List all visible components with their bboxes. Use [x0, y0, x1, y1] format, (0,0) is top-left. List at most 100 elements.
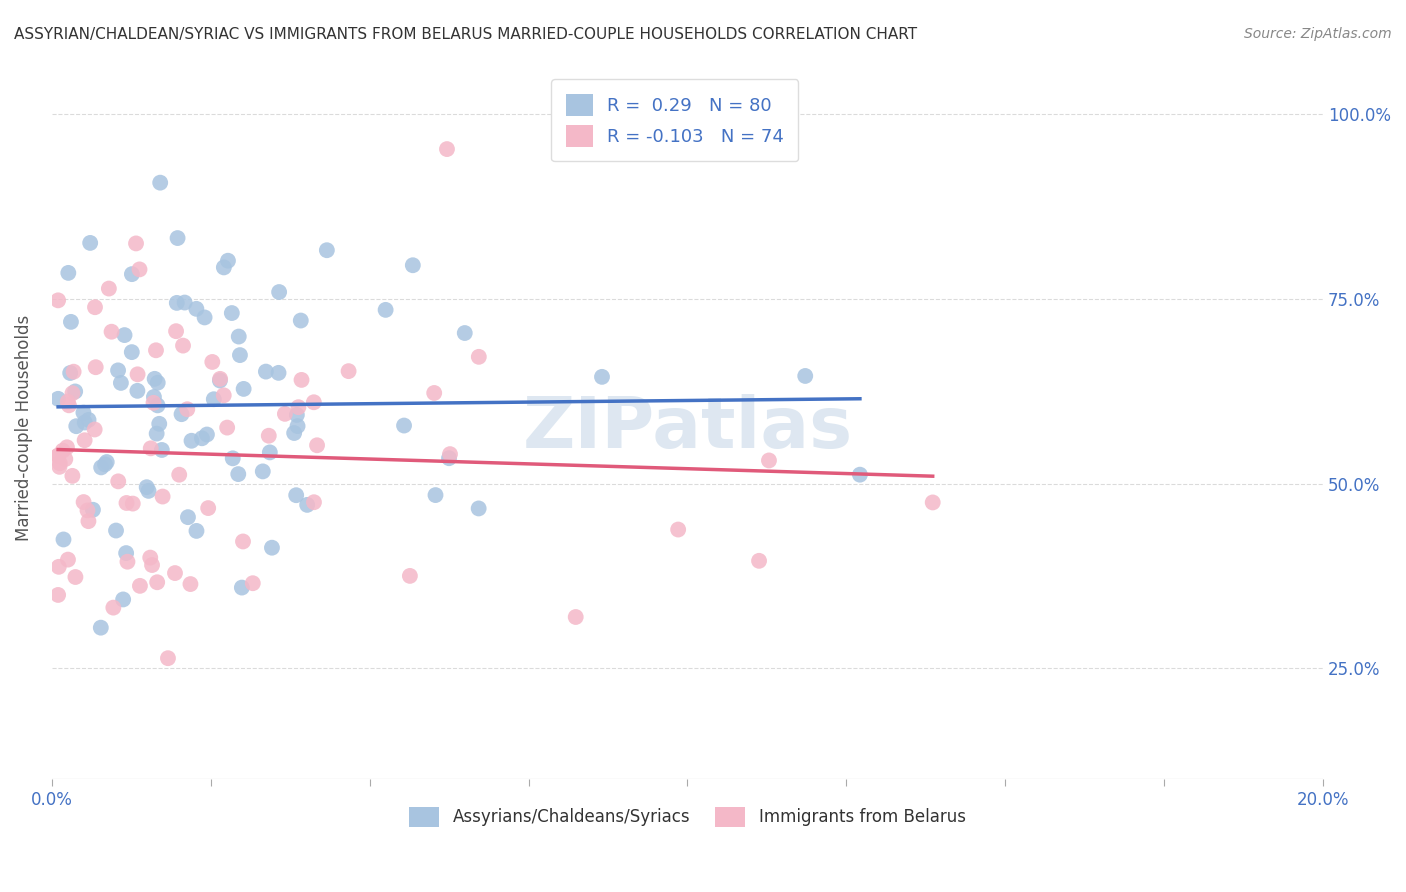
Point [287, 419, 309, 434]
Point [48, 559, 70, 574]
Point [307, 438, 329, 452]
Point [186, 301, 208, 316]
Point [141, 558, 163, 572]
Point [97, 281, 120, 295]
Point [135, 480, 157, 494]
Point [748, 554, 770, 568]
Point [167, 467, 190, 482]
Point [564, 610, 586, 624]
Point [437, 451, 460, 466]
Point [269, 285, 291, 299]
Point [121, 497, 143, 511]
Point [197, 501, 219, 516]
Point [209, 372, 232, 386]
Point [115, 496, 138, 510]
Point [425, 488, 447, 502]
Point [60, 468, 83, 483]
Y-axis label: Married-couple Households: Married-couple Households [15, 315, 32, 541]
Point [105, 524, 128, 538]
Point [65, 570, 87, 584]
Point [148, 417, 170, 431]
Point [125, 236, 148, 251]
Point [285, 488, 308, 502]
Point [146, 376, 169, 390]
Point [73, 434, 96, 448]
Point [337, 364, 360, 378]
Point [52, 443, 75, 458]
Point [138, 483, 160, 498]
Point [176, 402, 198, 417]
Point [191, 431, 214, 445]
Point [46, 588, 69, 602]
Point [48, 456, 70, 470]
Point [142, 396, 165, 410]
Point [62, 386, 84, 401]
Point [156, 651, 179, 665]
Point [454, 326, 477, 340]
Point [127, 384, 149, 398]
Point [232, 382, 254, 396]
Point [172, 338, 194, 352]
Point [229, 348, 252, 362]
Point [100, 325, 122, 339]
Point [72, 495, 94, 509]
Point [58, 398, 80, 412]
Point [142, 390, 165, 404]
Point [145, 426, 167, 441]
Point [221, 306, 243, 320]
Point [287, 400, 309, 414]
Point [849, 467, 872, 482]
Point [163, 566, 186, 580]
Text: ASSYRIAN/CHALDEAN/SYRIAC VS IMMIGRANTS FROM BELARUS MARRIED-COUPLE HOUSEHOLDS CO: ASSYRIAN/CHALDEAN/SYRIAC VS IMMIGRANTS F… [14, 27, 917, 42]
Point [283, 425, 305, 440]
Point [146, 398, 169, 412]
Point [402, 258, 425, 272]
Point [128, 262, 150, 277]
Point [59, 366, 82, 380]
Point [103, 600, 125, 615]
Point [399, 569, 422, 583]
Point [260, 541, 283, 555]
Point [285, 408, 308, 422]
Point [232, 534, 254, 549]
Point [90, 621, 112, 635]
Point [56, 440, 79, 454]
Point [77, 514, 100, 528]
Point [56, 552, 79, 566]
Point [107, 475, 129, 489]
Point [121, 267, 143, 281]
Point [259, 445, 281, 459]
Point [77, 413, 100, 427]
Point [257, 428, 280, 442]
Point [794, 368, 817, 383]
Point [107, 363, 129, 377]
Point [173, 295, 195, 310]
Point [468, 350, 491, 364]
Point [228, 329, 250, 343]
Point [290, 373, 312, 387]
Point [252, 464, 274, 478]
Point [254, 365, 277, 379]
Point [84, 360, 107, 375]
Point [114, 328, 136, 343]
Point [217, 420, 239, 434]
Point [226, 467, 249, 481]
Point [56, 394, 79, 409]
Point [315, 244, 337, 258]
Point [58, 266, 80, 280]
Point [921, 495, 943, 509]
Point [302, 495, 325, 509]
Point [195, 427, 218, 442]
Point [46, 392, 69, 406]
Point [146, 575, 169, 590]
Point [84, 300, 107, 314]
Point [121, 345, 143, 359]
Point [666, 523, 689, 537]
Point [53, 452, 76, 467]
Point [295, 498, 318, 512]
Text: Source: ZipAtlas.com: Source: ZipAtlas.com [1244, 27, 1392, 41]
Point [436, 142, 458, 156]
Point [83, 422, 105, 436]
Point [94, 458, 117, 472]
Point [96, 455, 118, 469]
